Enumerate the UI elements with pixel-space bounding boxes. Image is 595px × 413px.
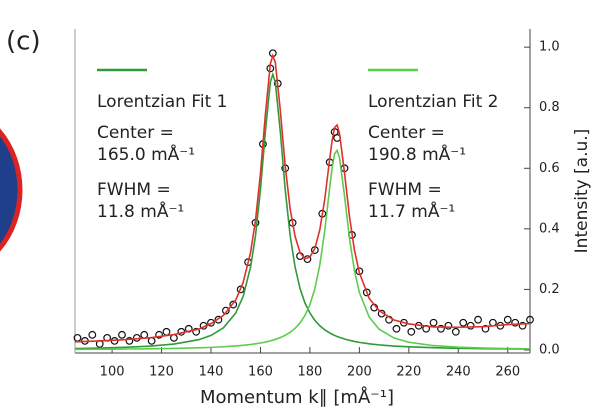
panel-label: (c) [6, 27, 41, 57]
data-point [445, 322, 452, 329]
x-tick-label: 180 [298, 365, 323, 380]
x-tick-label: 100 [100, 365, 125, 380]
data-point [467, 322, 474, 329]
y-tick-label: 0.0 [539, 342, 560, 357]
data-point [460, 319, 467, 326]
data-point [430, 319, 437, 326]
x-tick-label: 220 [396, 365, 421, 380]
data-point [408, 329, 415, 336]
x-tick-label: 260 [495, 365, 520, 380]
annotation: 11.8 mÅ⁻¹ [97, 200, 184, 222]
annotation: FWHM = [97, 180, 171, 200]
y-tick-label: 1.0 [539, 40, 560, 55]
x-tick-label: 200 [347, 365, 372, 380]
y-tick-label: 0.6 [539, 161, 560, 176]
y-tick-label: 0.4 [539, 221, 560, 236]
data-point [504, 316, 511, 323]
neighbor-panel-edge [0, 105, 20, 275]
annotation: 190.8 mÅ⁻¹ [368, 143, 466, 165]
data-point [119, 332, 126, 339]
x-tick-label: 160 [248, 365, 273, 380]
annotation: FWHM = [368, 180, 442, 200]
annotation: 165.0 mÅ⁻¹ [97, 143, 195, 165]
legend-label: Lorentzian Fit 2 [368, 92, 498, 112]
data-point [163, 329, 170, 336]
x-tick-label: 140 [199, 365, 224, 380]
y-axis-label: Intensity [a.u.] [572, 129, 592, 254]
annotation: Center = [97, 123, 174, 143]
legend-label: Lorentzian Fit 1 [97, 92, 227, 112]
data-point [393, 325, 400, 332]
data-point [141, 332, 148, 339]
y-tick-label: 0.8 [539, 100, 560, 115]
chart: (c) Momentum k∥ [mÅ⁻¹] Intensity [a.u.] … [0, 0, 595, 413]
data-point [453, 329, 460, 336]
annotation: 11.7 mÅ⁻¹ [368, 200, 455, 222]
x-tick-label: 120 [149, 365, 174, 380]
data-point [475, 316, 482, 323]
annotation: Center = [368, 123, 445, 143]
x-tick-label: 240 [446, 365, 471, 380]
data-point [89, 332, 96, 339]
x-axis-label: Momentum k∥ [mÅ⁻¹] [200, 386, 394, 408]
y-tick-label: 0.2 [539, 282, 560, 297]
